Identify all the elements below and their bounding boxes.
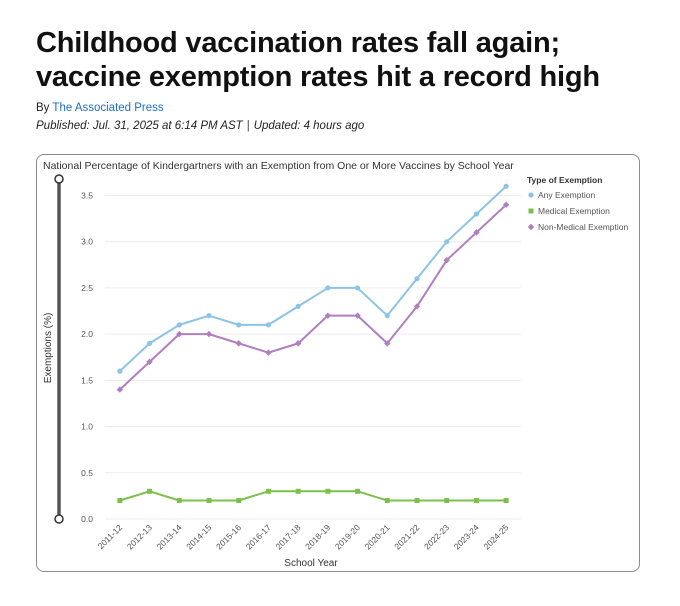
- series-line-0: [119, 185, 507, 372]
- data-point: [414, 498, 420, 504]
- y-tick-label: 1.0: [81, 422, 93, 432]
- x-tick-label: 2014-15: [184, 522, 213, 551]
- data-point: [443, 256, 450, 264]
- data-point: [176, 330, 183, 338]
- y-tick-label: 0.0: [81, 514, 93, 524]
- y-tick-label: 0.5: [81, 468, 93, 478]
- y-tick-label: 1.5: [81, 375, 93, 385]
- data-point: [414, 276, 420, 282]
- data-point: [413, 303, 421, 310]
- legend-marker: [527, 223, 535, 231]
- data-point: [146, 358, 153, 366]
- byline: By The Associated Press: [36, 102, 164, 114]
- x-tick-label: 2024-25: [481, 522, 510, 551]
- data-point: [206, 313, 212, 319]
- published-date: Published: Jul. 31, 2025 at 6:14 PM AST: [36, 120, 243, 132]
- data-point: [205, 330, 213, 338]
- data-point: [444, 239, 450, 245]
- x-tick-label: 2019-20: [333, 522, 362, 551]
- range-slider-handle-top[interactable]: [54, 174, 64, 184]
- x-tick-label: 2022-23: [422, 522, 451, 551]
- data-point: [147, 488, 153, 494]
- y-tick-label: 3.0: [81, 237, 93, 247]
- data-point: [473, 211, 480, 217]
- chart-series: [116, 183, 510, 504]
- data-point: [384, 313, 390, 319]
- x-tick-label: 2013-14: [155, 522, 184, 551]
- data-point: [176, 322, 182, 328]
- legend-marker: [528, 192, 534, 198]
- data-point: [265, 349, 272, 356]
- data-point: [502, 201, 510, 208]
- x-axis-ticks: 2011-12 2012-13 2013-14 2014-15 2015-16 2016-…: [96, 522, 511, 551]
- data-point: [117, 498, 123, 504]
- data-point: [236, 322, 242, 328]
- data-point: [295, 488, 301, 494]
- x-tick-label: 2011-12: [96, 522, 125, 551]
- data-point: [265, 322, 272, 328]
- data-point: [503, 183, 509, 189]
- chart-title: National Percentage of Kindergartners wi…: [43, 160, 514, 172]
- data-point: [176, 498, 182, 504]
- info-separator: |: [246, 120, 250, 132]
- chart-gridlines: [105, 194, 521, 520]
- line-chart: 0.00.51.01.52.02.53.03.5 2011-12 2012-13 2…: [43, 174, 629, 569]
- y-tick-label: 2.0: [81, 329, 93, 339]
- series-line-2: [119, 203, 507, 391]
- data-point: [355, 488, 361, 494]
- x-tick-label: 2023-24: [452, 522, 481, 551]
- data-point: [295, 303, 301, 310]
- y-axis-ticks: 0.0 0.5 1.0 1.5 2.0 2.5 3.0 3.5: [81, 190, 93, 524]
- data-point: [206, 498, 212, 504]
- series-line-1: [119, 490, 507, 502]
- x-axis-title: School Year: [284, 558, 338, 569]
- data-point: [473, 229, 480, 236]
- data-point: [235, 340, 242, 347]
- data-point: [444, 498, 450, 504]
- y-tick-label: 3.5: [81, 190, 93, 200]
- x-tick-label: 2015-16: [214, 522, 243, 551]
- range-slider[interactable]: [54, 174, 64, 524]
- legend-marker: [528, 208, 534, 214]
- data-point: [473, 498, 479, 504]
- x-tick-label: 2017-18: [273, 522, 302, 551]
- x-tick-label: 2016-17: [244, 522, 273, 551]
- y-tick-label: 2.5: [81, 283, 93, 293]
- y-axis-title: Exemptions (%): [43, 313, 54, 384]
- data-point: [325, 285, 331, 291]
- data-point: [294, 340, 302, 347]
- data-point: [117, 368, 123, 374]
- chart-legend: Type of Exemption Any Exemption Medical Ex…: [527, 175, 629, 232]
- data-point: [236, 498, 242, 504]
- x-tick-label: 2021-22: [392, 522, 421, 551]
- data-point: [116, 386, 124, 393]
- data-point: [503, 498, 509, 504]
- x-tick-label: 2012-13: [125, 522, 154, 551]
- author-link[interactable]: The Associated Press: [52, 102, 164, 114]
- range-slider-handle-bottom[interactable]: [54, 514, 64, 524]
- updated-time: Updated: 4 hours ago: [253, 120, 365, 132]
- data-point: [146, 340, 153, 346]
- data-point: [325, 488, 331, 494]
- legend-label: Any Exemption: [538, 190, 595, 200]
- headline: Childhood vaccination rates fall again; …: [36, 27, 600, 93]
- legend-title: Type of Exemption: [527, 175, 602, 185]
- byline-prefix: By: [36, 102, 50, 114]
- x-tick-label: 2018-19: [303, 522, 332, 551]
- data-point: [354, 285, 361, 291]
- publish-info: Published: Jul. 31, 2025 at 6:14 PM AST |…: [36, 120, 364, 132]
- x-tick-label: 2020-21: [363, 522, 392, 551]
- data-point: [265, 488, 271, 494]
- data-point: [384, 340, 391, 347]
- chart-card: National Percentage of Kindergartners wi…: [36, 154, 640, 572]
- legend-label: Non-Medical Exemption: [538, 222, 629, 232]
- data-point: [384, 498, 390, 504]
- legend-label: Medical Exemption: [538, 206, 610, 216]
